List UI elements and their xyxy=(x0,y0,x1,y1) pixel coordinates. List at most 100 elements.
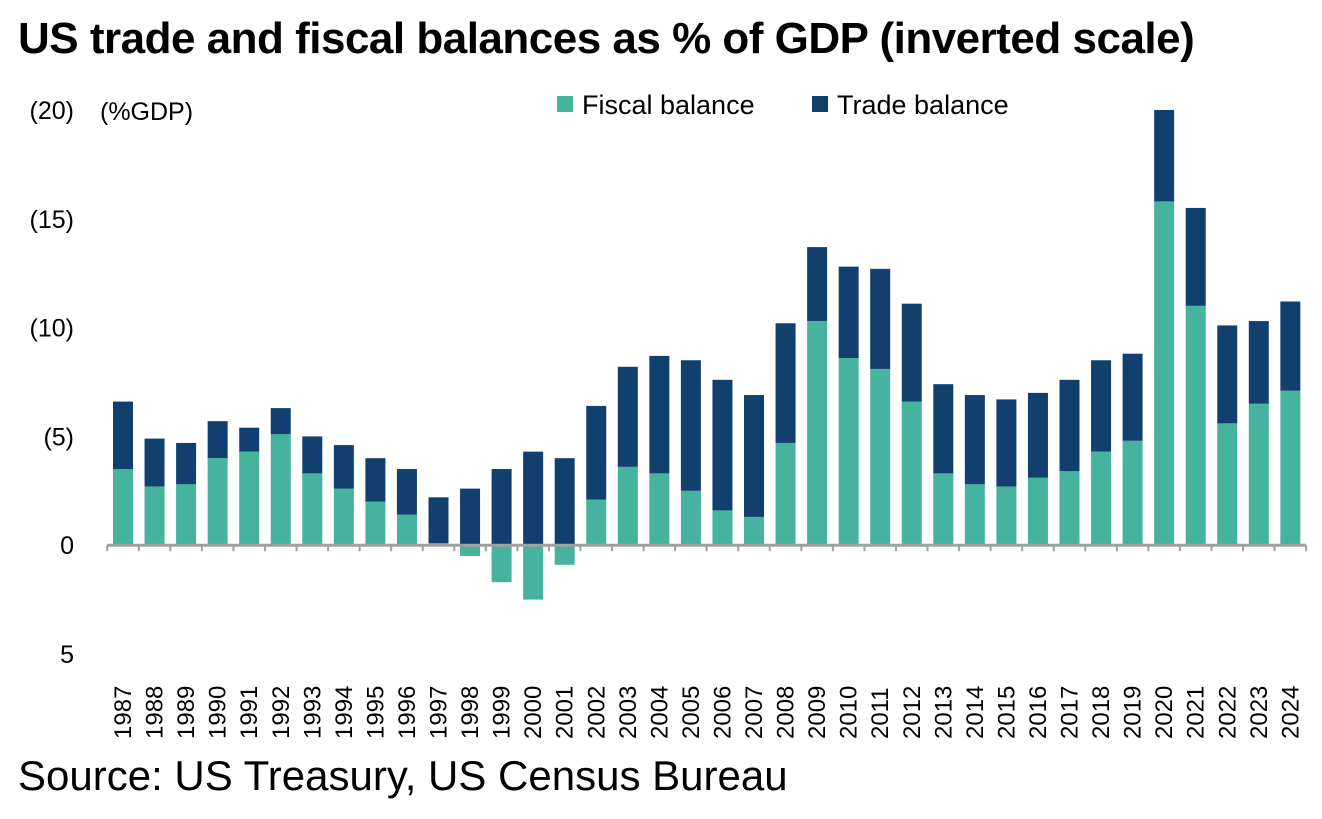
bar-fiscal-1999 xyxy=(491,545,512,583)
bar-trade-2013 xyxy=(933,384,954,474)
bar-trade-1993 xyxy=(302,436,323,474)
bar-fiscal-2012 xyxy=(901,401,922,546)
y-tick-label: (5) xyxy=(43,423,74,451)
x-tick-label-2020: 2020 xyxy=(1151,686,1178,739)
x-tick-label-2014: 2014 xyxy=(962,686,989,739)
bar-trade-2018 xyxy=(1091,360,1112,452)
bar-fiscal-1992 xyxy=(270,434,291,546)
x-tick-label-1996: 1996 xyxy=(394,686,421,739)
legend-swatch-trade xyxy=(812,96,828,112)
bar-trade-2006 xyxy=(712,379,733,511)
x-tick-label-2008: 2008 xyxy=(773,686,800,739)
x-tick-label-2024: 2024 xyxy=(1277,686,1304,739)
x-tick-label-2015: 2015 xyxy=(993,686,1020,739)
bar-fiscal-2021 xyxy=(1185,305,1206,546)
x-tick-label-2013: 2013 xyxy=(930,686,957,739)
bar-trade-1988 xyxy=(144,438,165,487)
bar-trade-2021 xyxy=(1185,207,1206,306)
bar-fiscal-1996 xyxy=(396,514,417,546)
bar-trade-2023 xyxy=(1248,321,1269,404)
bar-fiscal-2002 xyxy=(586,499,607,546)
x-tick-label-1997: 1997 xyxy=(426,686,453,739)
x-tick-label-1990: 1990 xyxy=(205,686,232,739)
bar-trade-1997 xyxy=(428,497,449,544)
x-tick-label-2022: 2022 xyxy=(1214,686,1241,739)
bar-trade-1987 xyxy=(113,401,133,470)
x-tick-label-2012: 2012 xyxy=(899,686,926,739)
x-tick-label-2009: 2009 xyxy=(804,686,831,739)
bar-trade-2017 xyxy=(1059,379,1080,472)
x-tick-label-2023: 2023 xyxy=(1246,686,1273,739)
y-tick-label: (15) xyxy=(30,206,74,234)
bar-trade-2015 xyxy=(996,399,1017,487)
x-tick-label-2011: 2011 xyxy=(867,687,894,739)
x-tick-label-1987: 1987 xyxy=(110,686,137,739)
x-tick-label-1992: 1992 xyxy=(268,686,295,739)
bar-fiscal-2007 xyxy=(744,516,764,546)
x-tick-label-1988: 1988 xyxy=(142,686,169,739)
bar-trade-2004 xyxy=(649,355,670,474)
x-tick-label-1994: 1994 xyxy=(331,686,358,739)
bar-fiscal-2011 xyxy=(870,368,891,546)
y-axis: (20) (15) (10) (5) 0 5 xyxy=(30,97,74,669)
bar-trade-1994 xyxy=(333,445,354,489)
bar-fiscal-2018 xyxy=(1091,451,1112,546)
bar-trade-2007 xyxy=(744,395,764,517)
x-tick-label-1989: 1989 xyxy=(173,686,200,739)
x-tick-label-2005: 2005 xyxy=(678,686,705,739)
y-tick-label: (20) xyxy=(30,97,74,125)
bar-fiscal-2009 xyxy=(807,321,828,546)
bar-trade-1990 xyxy=(207,421,228,459)
bar-fiscal-2006 xyxy=(712,510,733,546)
bar-fiscal-2019 xyxy=(1122,440,1143,546)
x-tick-label-2021: 2021 xyxy=(1183,686,1210,739)
y-tick-label: (10) xyxy=(30,315,74,343)
bar-trade-2020 xyxy=(1154,110,1175,202)
bar-trade-2012 xyxy=(901,303,922,402)
bar-fiscal-2013 xyxy=(933,473,954,546)
x-tick-label-1993: 1993 xyxy=(299,686,326,739)
bar-fiscal-2008 xyxy=(775,442,796,546)
bar-trade-2003 xyxy=(617,366,638,467)
bar-trade-2009 xyxy=(807,247,828,322)
bar-trade-1999 xyxy=(491,469,512,546)
y-tick-label: 5 xyxy=(60,641,74,669)
bar-fiscal-2024 xyxy=(1280,390,1301,546)
bar-fiscal-1994 xyxy=(333,488,354,546)
bar-trade-2011 xyxy=(870,268,891,369)
x-tick-label-1999: 1999 xyxy=(489,686,516,739)
x-tick-label-2010: 2010 xyxy=(836,686,863,739)
bar-fiscal-2010 xyxy=(838,358,859,546)
bar-trade-2002 xyxy=(586,405,607,500)
bar-fiscal-2023 xyxy=(1248,403,1269,546)
bar-fiscal-1993 xyxy=(302,473,323,546)
bar-fiscal-2016 xyxy=(1027,477,1048,546)
bar-fiscal-1987 xyxy=(113,469,133,546)
bar-trade-2000 xyxy=(523,451,544,546)
bar-fiscal-2000 xyxy=(523,545,544,600)
source-note: Source: US Treasury, US Census Bureau xyxy=(18,752,788,799)
bar-trade-2005 xyxy=(680,360,701,491)
bar-fiscal-2017 xyxy=(1059,471,1080,546)
bar-fiscal-2014 xyxy=(964,484,985,546)
bars-group xyxy=(113,110,1301,600)
x-tick-label-2019: 2019 xyxy=(1120,686,1147,739)
bar-fiscal-2015 xyxy=(996,486,1017,546)
bar-trade-2022 xyxy=(1217,325,1238,424)
bar-fiscal-2003 xyxy=(617,466,638,546)
chart-title: US trade and fiscal balances as % of GDP… xyxy=(18,14,1195,63)
bar-trade-2010 xyxy=(838,266,859,359)
y-tick-label: 0 xyxy=(60,532,74,560)
x-axis: 1987 1988 1989 1990 1991 1992 1993 1994 1995 1996… xyxy=(110,686,1304,739)
bar-trade-1996 xyxy=(396,469,417,515)
x-tick-label-2007: 2007 xyxy=(741,686,768,739)
x-tick-label-2018: 2018 xyxy=(1088,686,1115,739)
x-tick-label-2001: 2001 xyxy=(552,686,579,739)
bar-fiscal-2022 xyxy=(1217,423,1238,546)
bar-fiscal-1995 xyxy=(365,501,386,546)
bar-trade-2014 xyxy=(964,395,985,485)
x-tick-label-2000: 2000 xyxy=(520,686,547,739)
x-tick-label-1995: 1995 xyxy=(362,686,389,739)
bar-trade-2019 xyxy=(1122,353,1143,441)
